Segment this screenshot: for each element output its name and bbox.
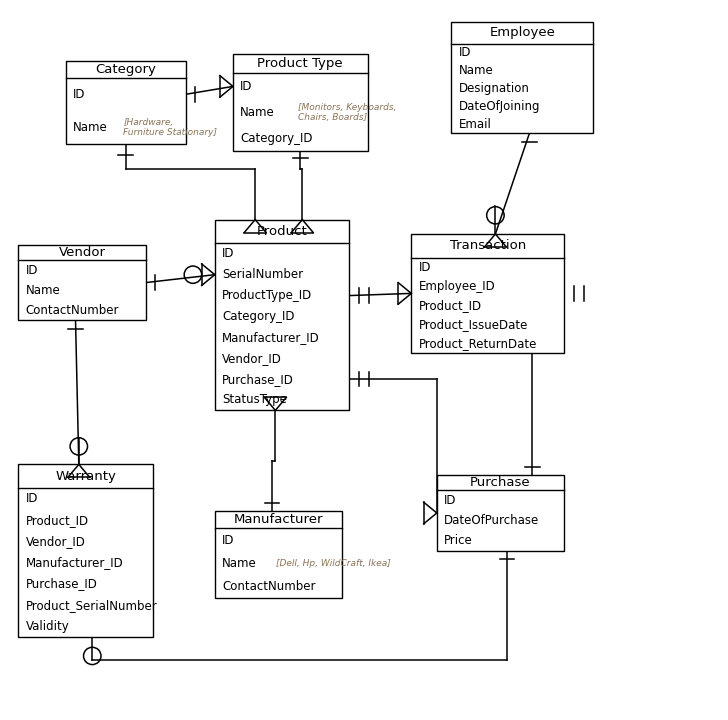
Text: ID: ID <box>25 264 38 276</box>
Text: Purchase_ID: Purchase_ID <box>25 577 98 590</box>
Text: ID: ID <box>222 247 234 261</box>
Text: Product_SerialNumber: Product_SerialNumber <box>25 599 157 612</box>
Text: Transaction: Transaction <box>450 239 526 253</box>
Text: SerialNumber: SerialNumber <box>222 268 303 282</box>
Text: Vendor: Vendor <box>58 246 106 259</box>
Text: [Dell, Hp, WildCraft, Ikea]: [Dell, Hp, WildCraft, Ikea] <box>276 559 391 567</box>
Text: Purchase_ID: Purchase_ID <box>222 372 294 386</box>
Text: ID: ID <box>459 46 471 59</box>
Bar <box>215 220 349 410</box>
Text: Product_ID: Product_ID <box>419 299 482 312</box>
Text: Product_ReturnDate: Product_ReturnDate <box>419 337 537 350</box>
Text: Vendor_ID: Vendor_ID <box>25 535 85 548</box>
Text: DateOfJoining: DateOfJoining <box>459 100 540 113</box>
Text: [Hardware,
Furniture Stationary]: [Hardware, Furniture Stationary] <box>123 118 217 137</box>
Text: ContactNumber: ContactNumber <box>25 304 119 317</box>
Text: Designation: Designation <box>459 82 529 95</box>
Bar <box>437 475 564 551</box>
Text: ID: ID <box>240 80 253 93</box>
Text: Name: Name <box>73 121 108 134</box>
Bar <box>233 54 368 151</box>
Text: Price: Price <box>444 534 472 547</box>
Text: Name: Name <box>222 557 257 570</box>
Text: Email: Email <box>459 118 491 131</box>
Text: Name: Name <box>240 106 275 119</box>
Text: Manufacturer: Manufacturer <box>234 513 323 526</box>
Text: Manufacturer_ID: Manufacturer_ID <box>25 556 123 570</box>
Bar <box>66 61 186 144</box>
Text: Product: Product <box>257 225 307 238</box>
Text: Category: Category <box>95 63 156 76</box>
Text: Vendor_ID: Vendor_ID <box>222 351 282 365</box>
Text: Employee: Employee <box>489 26 555 40</box>
Bar <box>411 234 564 353</box>
Text: [Monitors, Keyboards,
Chairs, Boards]: [Monitors, Keyboards, Chairs, Boards] <box>298 103 396 122</box>
Text: Category_ID: Category_ID <box>222 310 295 323</box>
Text: Name: Name <box>459 64 494 77</box>
Text: ID: ID <box>419 261 431 274</box>
Text: ProductType_ID: ProductType_ID <box>222 289 312 302</box>
Text: Employee_ID: Employee_ID <box>419 280 495 293</box>
Text: ID: ID <box>222 534 234 546</box>
Text: Product_IssueDate: Product_IssueDate <box>419 318 528 330</box>
Bar <box>451 22 593 133</box>
Text: StatusType: StatusType <box>222 393 287 407</box>
Text: ID: ID <box>73 88 85 101</box>
Text: Purchase: Purchase <box>470 476 531 490</box>
Text: Validity: Validity <box>25 620 69 633</box>
Text: Manufacturer_ID: Manufacturer_ID <box>222 330 320 344</box>
Text: DateOfPurchase: DateOfPurchase <box>444 514 539 527</box>
Bar <box>215 511 342 598</box>
Text: Name: Name <box>25 284 60 297</box>
Text: Product Type: Product Type <box>258 57 343 71</box>
Text: ContactNumber: ContactNumber <box>222 580 315 593</box>
Bar <box>18 245 146 320</box>
Bar <box>18 464 153 637</box>
Text: Warranty: Warranty <box>55 469 116 483</box>
Text: Product_ID: Product_ID <box>25 513 89 526</box>
Text: ID: ID <box>25 492 38 505</box>
Text: Category_ID: Category_ID <box>240 132 313 145</box>
Text: ID: ID <box>444 494 456 507</box>
